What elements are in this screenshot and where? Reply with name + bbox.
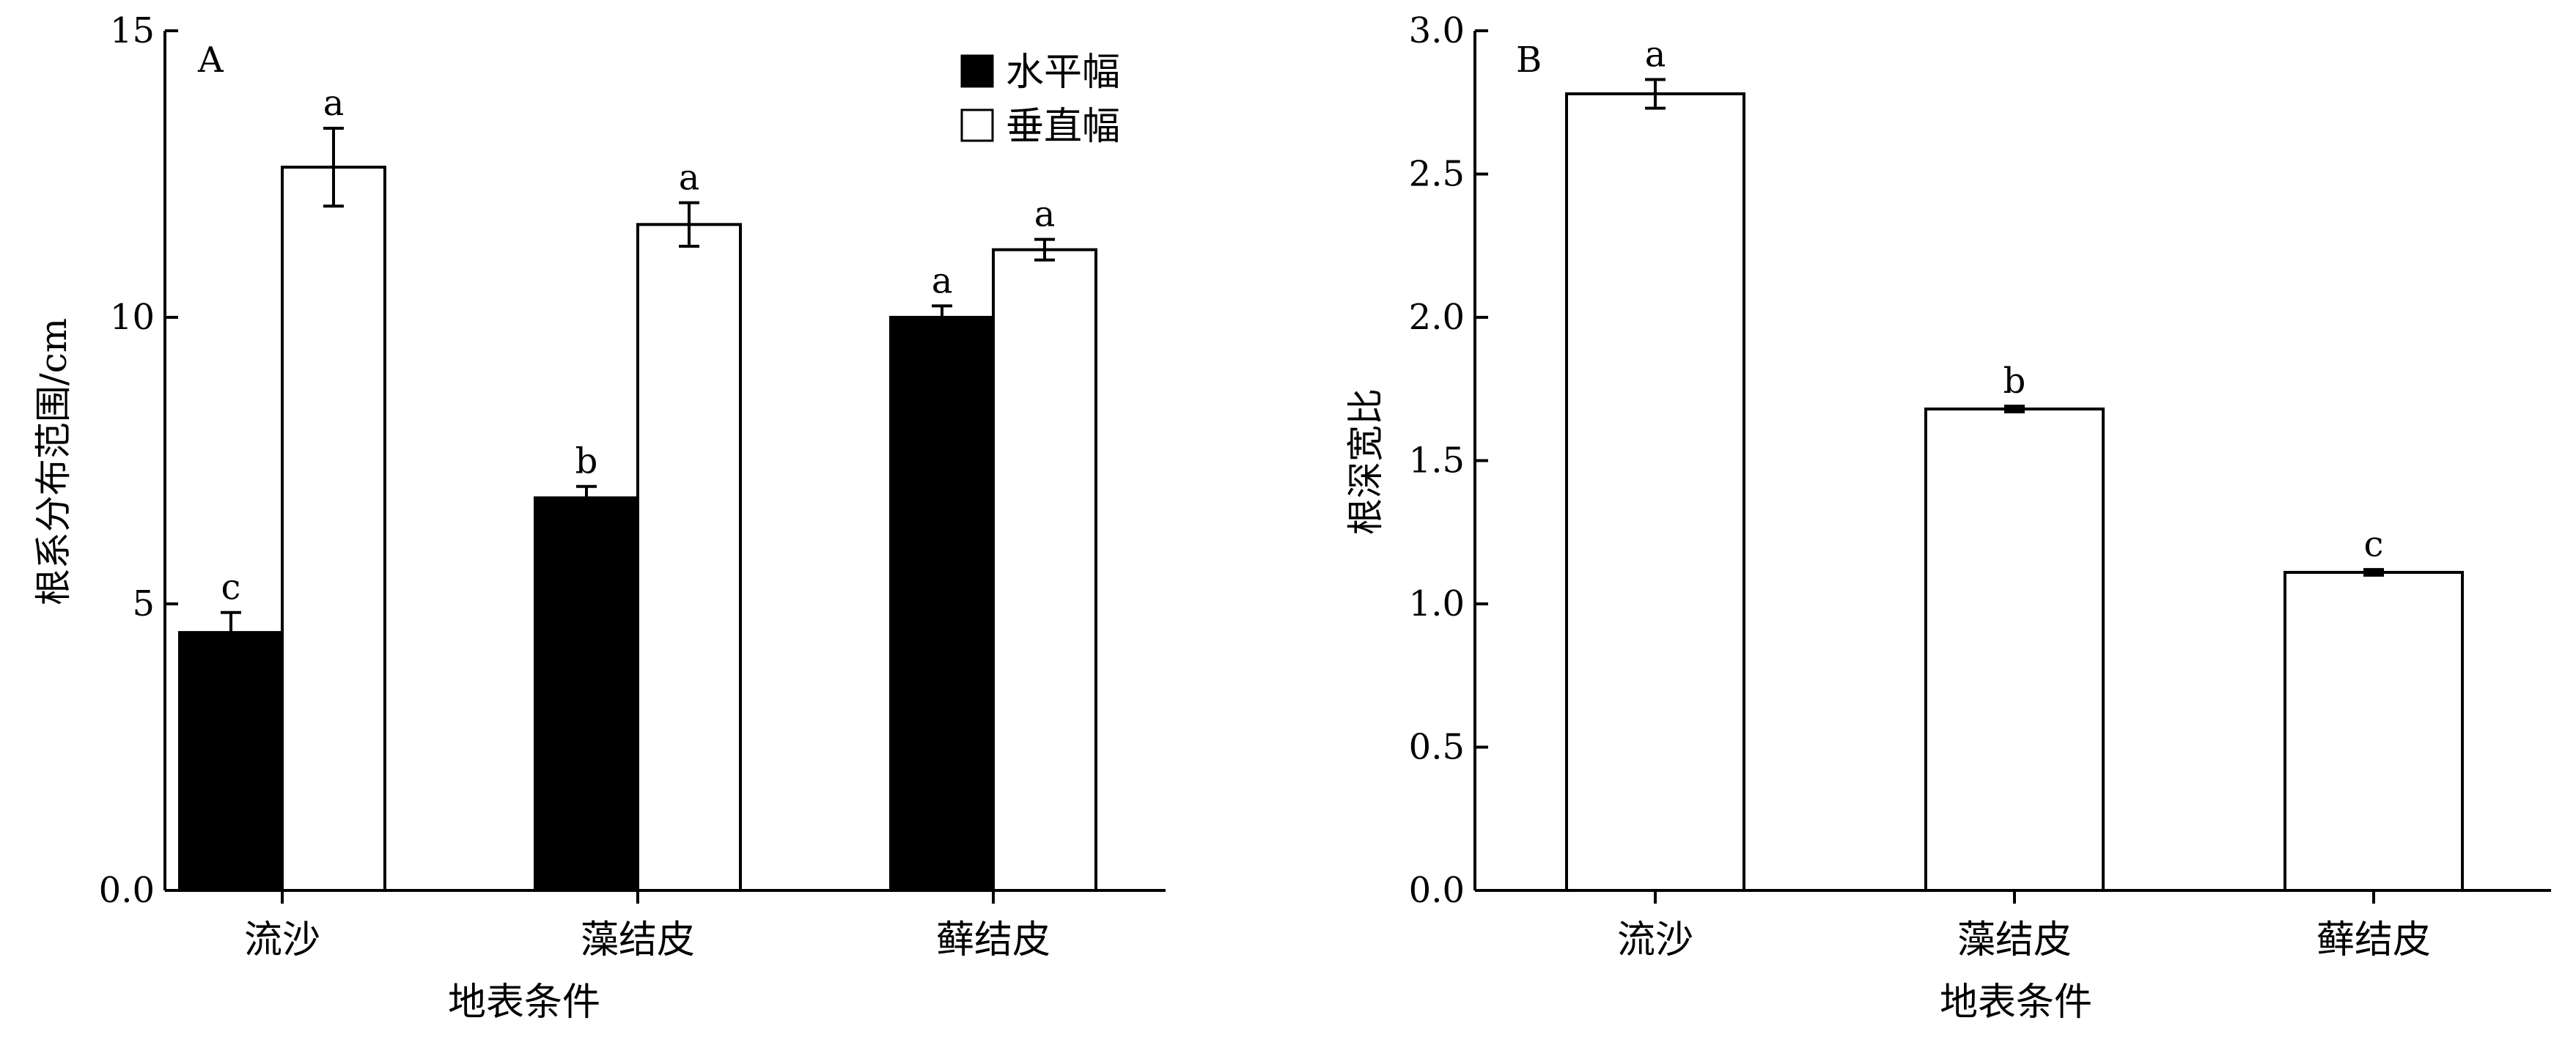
panel-a-xlabel: 地表条件 [448, 981, 600, 1025]
bar-b [2284, 570, 2464, 892]
y-tick-label-a: 5 [132, 583, 155, 624]
x-tick-label-b: 流沙 [1617, 918, 1693, 962]
panel-b-ylabel: 根深宽比 [1344, 388, 1387, 535]
y-tick-label-a: 10 [110, 297, 155, 338]
panel-b-label: B [1516, 40, 1542, 81]
significance-letter-a: a [323, 83, 345, 124]
x-tick-label-a: 流沙 [244, 918, 320, 962]
x-tick-label-a: 藓结皮 [936, 918, 1050, 962]
panel-a-label: A [197, 40, 224, 81]
y-tick-label-b: 0.5 [1409, 727, 1465, 768]
y-tick-label-b: 2.0 [1409, 297, 1465, 338]
significance-letter-b: a [1645, 34, 1666, 75]
panel-b-xlabel: 地表条件 [1940, 981, 2092, 1025]
bar-a [992, 248, 1097, 892]
y-tick-label-b: 1.0 [1409, 583, 1465, 624]
bar-b [1565, 92, 1745, 892]
panel-b: B 根深宽比 地表条件 0.0 0.5 1.0 1.5 2.0 2.5 3.0 流沙 藻结皮 藓结… [1344, 10, 2551, 1025]
x-tick-label-b: 藓结皮 [2316, 918, 2431, 962]
significance-letter-a: a [679, 158, 700, 199]
y-tick-label-a: 0.0 [99, 870, 155, 911]
legend-label-vertical: 垂直幅 [1006, 105, 1120, 149]
y-tick-label-b: 0.0 [1409, 870, 1465, 911]
panel-a: A 根系分布范围/cm 地表条件 水平幅 垂直幅 0.0 5 10 15 流沙 藻结皮 藓结… [32, 10, 1166, 1025]
y-tick-label-b: 1.5 [1409, 440, 1465, 481]
x-tick-label-b: 藻结皮 [1957, 918, 2072, 962]
bar-a [889, 316, 995, 892]
significance-letter-b: b [2003, 361, 2026, 402]
significance-letter-a: a [1034, 194, 1056, 235]
y-tick-label-b: 2.5 [1409, 154, 1465, 195]
x-tick-label-a: 藻结皮 [581, 918, 695, 962]
bar-b [1924, 407, 2105, 892]
significance-letter-a: c [221, 567, 241, 608]
significance-letter-a: a [932, 260, 953, 301]
bar-a [636, 223, 742, 893]
bar-a [178, 631, 284, 892]
y-tick-label-a: 15 [110, 10, 155, 51]
significance-letter-a: b [575, 441, 598, 482]
bar-a [534, 496, 639, 892]
panel-a-ylabel: 根系分布范围/cm [32, 318, 75, 605]
bar-a [281, 166, 386, 892]
legend-swatch-vertical [960, 108, 994, 142]
legend-label-horizontal: 水平幅 [1006, 51, 1120, 95]
legend-swatch-horizontal [960, 54, 994, 88]
y-tick-label-b: 3.0 [1409, 10, 1465, 51]
legend: 水平幅 垂直幅 [960, 51, 1120, 149]
significance-letter-b: c [2364, 524, 2384, 565]
